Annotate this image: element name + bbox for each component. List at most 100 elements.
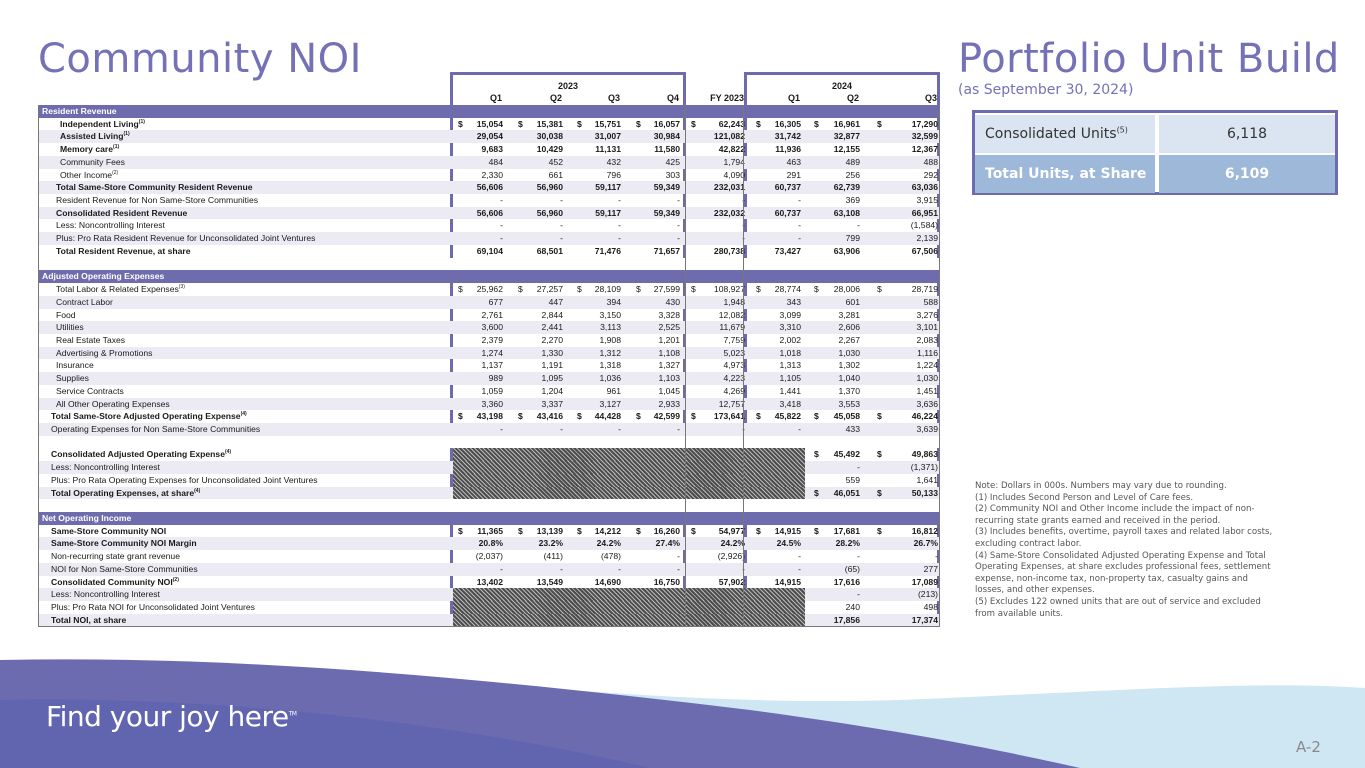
value-cell: 1,095 (541, 373, 563, 384)
row-label: Total Same-Store Community Resident Reve… (56, 182, 253, 193)
section-label: Adjusted Operating Expenses (42, 271, 165, 282)
value-cell: 343 (786, 296, 801, 307)
table-row: Food 2,761 2,844 3,150 3,328 12,082 3,099 3,281… (39, 309, 939, 322)
value-cell: 1,327 (658, 360, 680, 371)
section-header: Net Operating Income (39, 512, 939, 525)
value-cell: - (500, 220, 503, 231)
value-cell: (2,926) (717, 551, 745, 562)
value-cell: 292 (923, 169, 938, 180)
row-label: Other Income(2) (60, 169, 119, 180)
row-label: Insurance (56, 360, 94, 371)
dollar-sign: $ (636, 411, 641, 422)
dollar-sign: $ (518, 525, 523, 536)
value-cell: 394 (606, 296, 621, 307)
row-label: Service Contracts (56, 385, 124, 396)
value-cell: 4,973 (723, 360, 745, 371)
value-cell: - (857, 589, 860, 600)
value-cell: 277 (923, 563, 938, 574)
value-cell: 232,031 (713, 182, 745, 193)
table-row: Consolidated Community NOI(2) 13,402 13,54… (39, 576, 939, 589)
value-cell: 24.5% (776, 538, 801, 549)
value-cell: 62,739 (833, 182, 860, 193)
dollar-sign: $ (577, 525, 582, 536)
value-cell: 71,476 (594, 245, 621, 256)
value-cell: 1,794 (723, 156, 745, 167)
total-units-value: 6,109 (1159, 155, 1335, 193)
table-row: Utilities 3,600 2,441 3,113 2,525 11,679 3,310… (39, 321, 939, 334)
value-cell: 59,117 (595, 182, 621, 193)
value-cell: 71,657 (653, 245, 680, 256)
row-label: Same-Store Community NOI Margin (51, 538, 197, 549)
value-cell: 28.2% (835, 538, 860, 549)
not-applicable-hatch (453, 448, 805, 462)
value-cell: 28,719 (911, 284, 938, 295)
table-row: Total Resident Revenue, at share 69,104 68… (39, 245, 939, 258)
value-cell: (478) (600, 551, 621, 562)
row-label: Total Labor & Related Expenses(3) (56, 284, 185, 295)
column-header: Q3 (924, 93, 937, 103)
row-label: Consolidated Adjusted Operating Expense(… (51, 449, 232, 460)
row-label: Total NOI, at share (51, 614, 127, 625)
tagline-logo: Find your joy hereTM (46, 700, 297, 733)
value-cell: 280,738 (713, 245, 745, 256)
value-cell: 1,302 (838, 360, 860, 371)
value-cell: 2,270 (541, 334, 563, 345)
value-cell: - (857, 220, 860, 231)
value-cell: 13,139 (536, 525, 563, 536)
value-cell: (1,371) (910, 462, 938, 473)
dollar-sign: $ (518, 411, 523, 422)
value-cell: 28,006 (833, 284, 860, 295)
dollar-sign: $ (577, 118, 582, 129)
value-cell: 1,108 (658, 347, 680, 358)
value-cell: 3,281 (838, 309, 860, 320)
dollar-sign: $ (691, 411, 696, 422)
table-row: All Other Operating Expenses 3,360 3,337 3,… (39, 397, 939, 411)
dollar-sign: $ (814, 525, 819, 536)
dollar-sign: $ (756, 284, 761, 295)
row-label: Less: Noncontrolling Interest (56, 220, 165, 231)
value-cell: 16,750 (653, 576, 680, 587)
value-cell: 7,759 (723, 334, 745, 345)
value-cell: 16,961 (833, 118, 860, 129)
table-row: Memory care(1) 9,683 10,429 11,131 11,580 42,… (39, 143, 939, 156)
value-cell: 15,751 (594, 118, 621, 129)
value-cell: 3,328 (658, 309, 680, 320)
row-label: Resident Revenue for Non Same-Store Comm… (56, 195, 259, 206)
value-cell: - (677, 195, 680, 206)
value-cell: 54,977 (718, 525, 745, 536)
value-cell: 3,099 (779, 309, 801, 320)
value-cell: 66,951 (911, 207, 938, 218)
value-cell: 2,761 (481, 309, 503, 320)
value-cell: 30,038 (536, 131, 563, 142)
row-label: All Other Operating Expenses (56, 398, 170, 409)
value-cell: 17,681 (833, 525, 860, 536)
value-cell: 67,506 (911, 245, 938, 256)
dollar-sign: $ (691, 284, 696, 295)
column-divider (743, 105, 744, 627)
value-cell: 3,150 (599, 309, 621, 320)
dollar-sign: $ (877, 487, 882, 498)
value-cell: 27,257 (536, 284, 563, 295)
value-cell: 1,204 (541, 385, 563, 396)
value-cell: 14,690 (594, 576, 621, 587)
row-label: Supplies (56, 373, 89, 384)
row-label: Plus: Pro Rata Operating Expenses for Un… (51, 474, 318, 485)
row-label: Community Fees (60, 156, 125, 167)
value-cell: 15,054 (476, 118, 503, 129)
unit-build-table: Consolidated Units(5) 6,118 Total Units,… (972, 110, 1338, 195)
value-cell: 60,737 (774, 207, 801, 218)
table-row: Community Fees 484 452 432 425 1,794 463 489 488 (39, 155, 939, 169)
dollar-sign: $ (814, 411, 819, 422)
value-cell: 12,757 (718, 398, 745, 409)
value-cell: 45,492 (833, 449, 860, 460)
value-cell: 1,201 (658, 334, 680, 345)
value-cell: 1,312 (599, 347, 621, 358)
value-cell: 3,639 (916, 423, 938, 434)
page-number: A-2 (1296, 738, 1321, 756)
value-cell: 961 (606, 385, 621, 396)
value-cell: - (677, 423, 680, 434)
table-row: Plus: Pro Rata Operating Expenses for Un… (39, 473, 939, 487)
row-label: Advertising & Promotions (56, 347, 153, 358)
column-divider (685, 105, 686, 627)
table-row: Non-recurring state grant revenue (2,037)… (39, 550, 939, 563)
